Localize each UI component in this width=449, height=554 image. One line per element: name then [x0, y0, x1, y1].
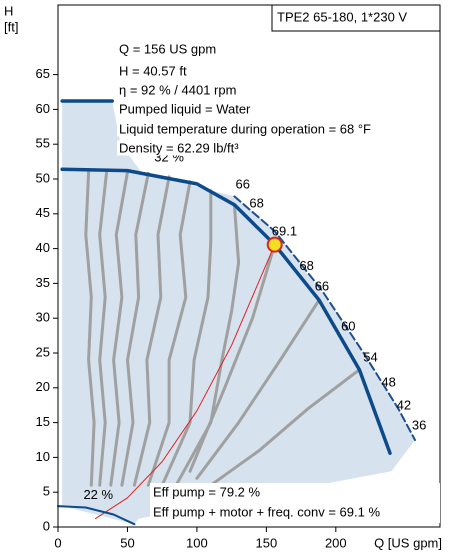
contour-curve: [109, 170, 129, 487]
title-box: [271, 4, 441, 32]
efficiency-label: 60: [341, 319, 355, 334]
info-line: Q = 156 US gpm: [119, 41, 216, 56]
bold-curve: [60, 167, 392, 455]
contour-curve: [188, 243, 277, 473]
y-axis-label: H: [4, 3, 13, 18]
info-bg: [117, 101, 254, 117]
efficiency-label: 42: [397, 397, 411, 412]
contour-curve: [98, 170, 109, 487]
info-bg: [117, 82, 239, 98]
y-tick-label: 30: [36, 310, 50, 325]
y-tick-label: 35: [36, 275, 50, 290]
y-tick-label: 40: [36, 240, 50, 255]
contour-curve: [160, 189, 213, 487]
x-tick-label: 150: [256, 535, 278, 550]
efficiency-label: 22 %: [83, 487, 113, 502]
info-line: Density = 62.29 lb/ft³: [119, 140, 239, 155]
plot-frame: [57, 4, 441, 528]
footer-box: [150, 483, 440, 523]
y-tick-label: 45: [36, 205, 50, 220]
footer-line: Eff pump = 79.2 %: [153, 484, 261, 499]
y-axis-unit: [ft]: [4, 19, 18, 34]
y-tick-label: 5: [43, 484, 50, 499]
y-tick-label: 15: [36, 414, 50, 429]
y-tick-label: 50: [36, 170, 50, 185]
efficiency-label: 68: [249, 195, 263, 210]
efficiency-label: 48: [381, 374, 395, 389]
dashed-curve: [233, 195, 416, 441]
info-line: H = 40.57 ft: [119, 63, 187, 78]
duty-point: [266, 236, 283, 253]
contour-curve: [146, 180, 192, 487]
contour-curve: [132, 175, 171, 487]
footer-line: Eff pump + motor + freq. conv = 69.1 %: [153, 504, 380, 519]
x-axis-label: Q [US gpm]: [374, 535, 442, 550]
y-tick-label: 25: [36, 344, 50, 359]
contour-curve: [209, 368, 361, 487]
contour-curve: [84, 170, 96, 487]
info-bg: [117, 121, 374, 137]
y-tick-label: 20: [36, 379, 50, 394]
info-line: η = 92 % / 4401 rpm: [119, 82, 236, 97]
efficiency-label: 54: [363, 349, 377, 364]
chart-title: TPE2 65-180, 1*230 V: [277, 9, 407, 24]
medium-curve: [57, 505, 136, 526]
info-bg: [117, 140, 242, 156]
efficiency-label: 36: [412, 418, 426, 433]
y-tick-label: 55: [36, 136, 50, 151]
info-line: Liquid temperature during operation = 68…: [119, 121, 371, 136]
x-tick-label: 100: [186, 535, 208, 550]
y-tick-label: 60: [36, 101, 50, 116]
x-tick-label: 0: [54, 535, 61, 550]
y-tick-label: 65: [36, 66, 50, 81]
efficiency-label: 66: [315, 278, 329, 293]
efficiency-label: 68: [299, 258, 313, 273]
y-tick-label: 10: [36, 449, 50, 464]
info-bg: [117, 63, 189, 79]
info-bg: [117, 41, 219, 57]
info-line: Pumped liquid = Water: [119, 101, 251, 116]
x-tick-label: 200: [325, 535, 347, 550]
y-tick-label: 0: [43, 518, 50, 533]
efficiency-label: 69.1: [272, 223, 297, 238]
x-tick-label: 50: [120, 535, 134, 550]
efficiency-label: 66: [236, 177, 250, 192]
plot-area: [57, 99, 416, 526]
contour-curve: [120, 171, 150, 487]
thin-curve: [95, 244, 276, 520]
contour-curve: [195, 298, 321, 480]
